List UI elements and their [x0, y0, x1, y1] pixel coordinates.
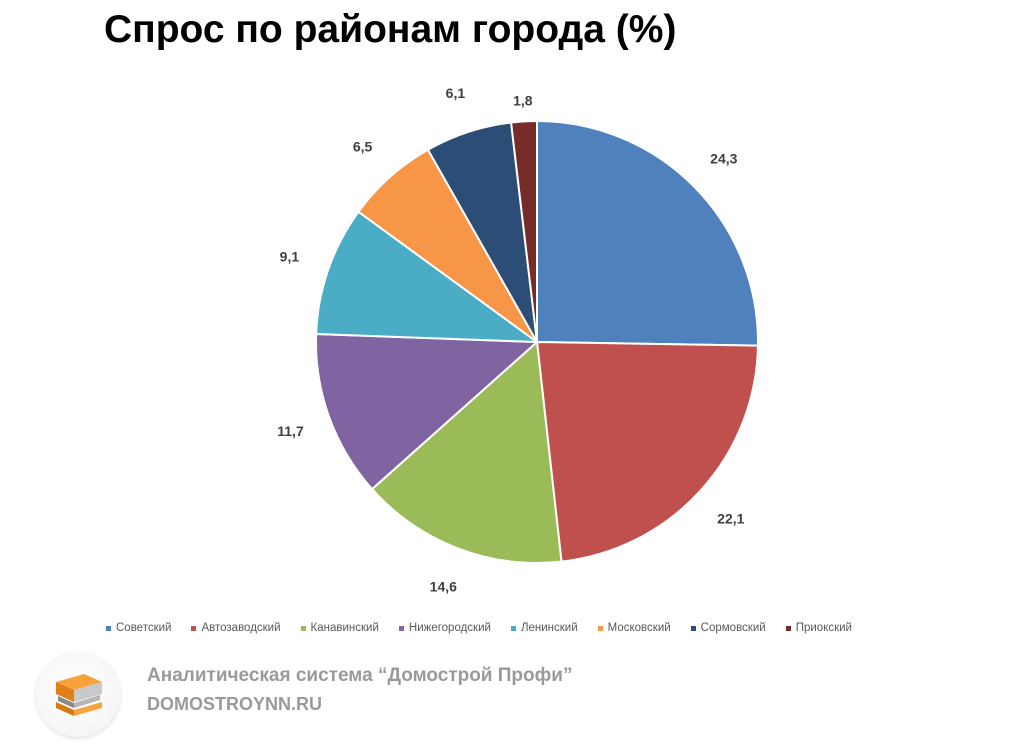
site-link[interactable]: DOMOSTROYNN.RU — [147, 694, 322, 714]
legend-swatch — [398, 625, 404, 631]
legend-item: Автозаводский — [191, 622, 281, 634]
legend-label: Ленинский — [520, 622, 578, 634]
pie-slice-1 — [536, 119, 759, 347]
pie-slice-2 — [535, 340, 759, 563]
legend-swatch — [191, 625, 197, 631]
legend-label: Советский — [116, 622, 172, 634]
pie-data-labels: 24,3 22,1 14,6 11,7 9,1 6,5 6,1 1,8 — [277, 85, 744, 595]
data-label: 9,1 — [280, 248, 300, 264]
data-label: 22,1 — [717, 510, 744, 526]
legend-swatch — [597, 625, 603, 631]
legend-label: Канавинский — [310, 622, 379, 634]
legend-label: Приокский — [795, 622, 852, 634]
legend-item: Приокский — [785, 622, 852, 634]
system-name: Аналитическая система “Домострой Профи” — [147, 665, 573, 686]
legend-label: Нижегородский — [408, 622, 491, 634]
legend-item: Нижегородский — [398, 622, 491, 634]
chart-legend: Советский Автозаводский Канавинский Нижегор… — [106, 622, 852, 634]
data-label: 6,5 — [353, 139, 373, 155]
pie-slice-5 — [315, 210, 541, 344]
legend-label: Автозаводский — [201, 622, 281, 634]
legend-swatch — [106, 625, 111, 631]
legend-swatch — [510, 625, 516, 631]
data-label: 24,3 — [710, 150, 737, 166]
legend-item: Сормовский — [690, 622, 766, 634]
pie-slice-8 — [509, 119, 538, 343]
legend-swatch — [300, 625, 306, 631]
legend-item: Московский — [597, 622, 671, 634]
chart-title: Спрос по районам города (%) — [104, 8, 677, 51]
legend-label: Сормовский — [700, 622, 766, 634]
legend-item: Канавинский — [300, 622, 379, 634]
legend-swatch — [690, 625, 696, 631]
data-label: 6,1 — [446, 85, 466, 101]
data-label: 1,8 — [513, 92, 533, 108]
legend-label: Московский — [607, 622, 671, 634]
pie-slice-4 — [315, 333, 540, 491]
legend-swatch — [785, 625, 791, 631]
pie-slice-3 — [370, 339, 563, 564]
data-label: 11,7 — [277, 423, 304, 439]
legend-item: Ленинский — [510, 622, 578, 634]
data-label: 14,6 — [430, 579, 457, 595]
legend-item: Советский — [106, 622, 171, 634]
pie-slices — [315, 119, 759, 564]
book-stack-icon — [36, 653, 120, 737]
